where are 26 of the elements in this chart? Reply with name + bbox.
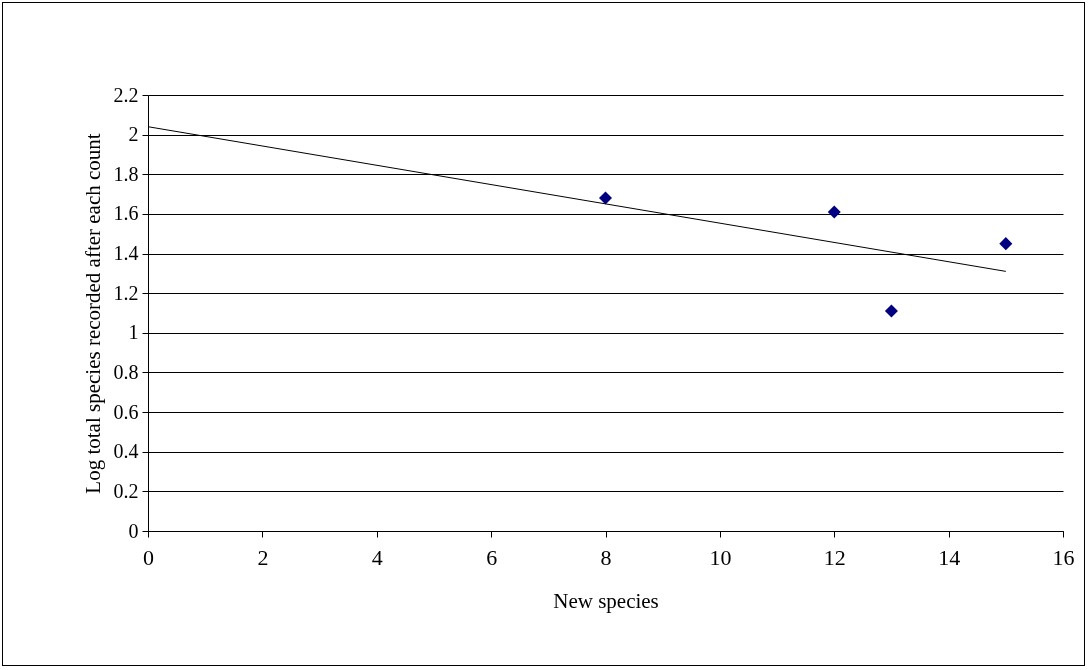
point: [884, 304, 898, 318]
y-tick-label: 2: [128, 123, 139, 146]
y-tick-label: 0.2: [113, 479, 139, 502]
y-tick-label: 1.6: [113, 202, 139, 225]
x-tick-label: 6: [486, 544, 498, 570]
y-tick-label: 1.4: [113, 242, 139, 265]
x-tick-label: 16: [1052, 544, 1075, 570]
y-tick-label: 1.8: [113, 162, 139, 185]
y-tick-label: 1.2: [113, 281, 139, 304]
y-axis-title: Log total species recorded after each count: [80, 133, 105, 494]
y-tick-label: 2.2: [113, 83, 139, 106]
point: [999, 237, 1013, 251]
x-axis-title: New species: [553, 588, 659, 613]
y-tick-label: 0.8: [113, 360, 139, 383]
point: [827, 205, 841, 219]
x-tick-label: 12: [823, 544, 846, 570]
x-tick-label: 2: [257, 544, 269, 570]
y-tick-label: 0: [128, 519, 139, 542]
y-tick-label: 0.6: [113, 400, 139, 423]
y-tick-label: 1: [128, 321, 139, 344]
point: [598, 191, 613, 205]
x-tick-label: 8: [600, 544, 612, 570]
x-tick-label: 10: [709, 544, 732, 570]
x-tick-label: 4: [371, 544, 383, 570]
x-tick-label: 14: [938, 544, 961, 570]
y-tick-label: 0.4: [113, 440, 139, 463]
